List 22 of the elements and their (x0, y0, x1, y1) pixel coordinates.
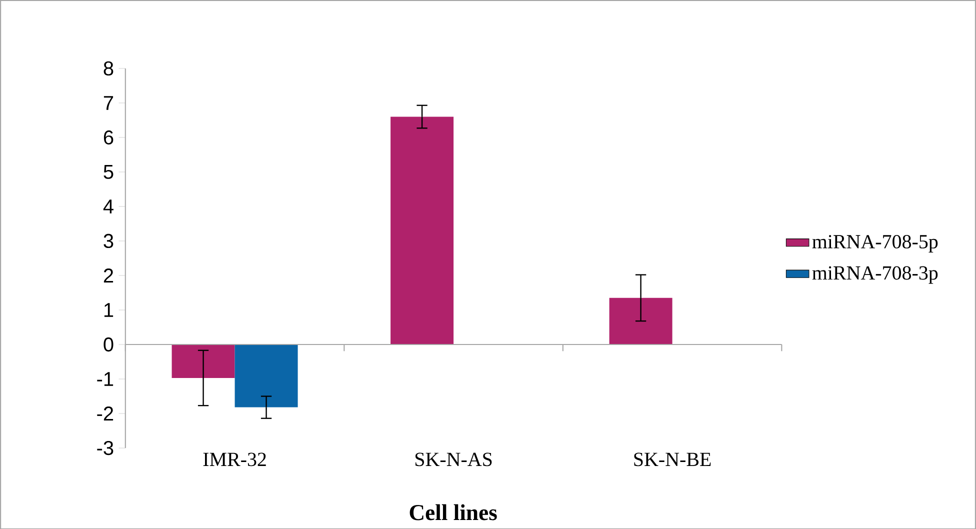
y-tick-label: -3 (97, 440, 114, 455)
y-tick-label: -2 (97, 406, 114, 420)
y-tick-label: 3 (104, 234, 114, 248)
x-tick-label: SK-N-BE (634, 452, 711, 466)
bar (172, 344, 235, 378)
y-tick-label: 6 (104, 130, 114, 144)
legend-label: miRNA-708-5p (812, 234, 938, 252)
y-tick-label: 5 (104, 164, 114, 179)
legend-label: miRNA-708-3p (812, 266, 938, 284)
y-tick-label: 1 (104, 302, 114, 317)
y-tick-label: -1 (97, 372, 114, 386)
y-tick-label: 7 (104, 96, 114, 110)
x-axis-title: Cell lines (410, 504, 497, 520)
y-tick-label: 8 (104, 61, 114, 76)
y-tick-label: 0 (104, 337, 114, 352)
bar (609, 298, 672, 344)
bar (234, 344, 298, 408)
x-tick-label: IMR-32 (203, 452, 266, 466)
y-tick-label: 2 (104, 268, 114, 282)
bar (390, 116, 454, 344)
y-tick-label: 4 (103, 199, 114, 214)
x-tick-label: SK-N-AS (415, 452, 492, 466)
